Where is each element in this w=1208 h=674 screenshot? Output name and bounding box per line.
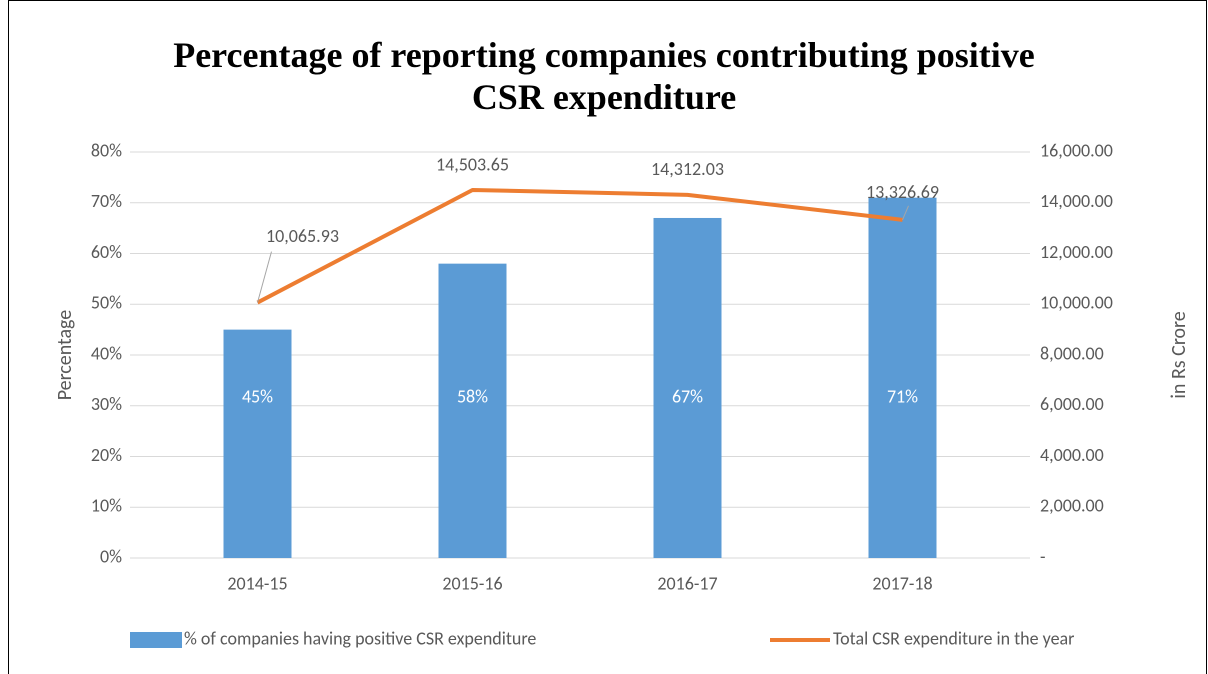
y-tick-label: 30% xyxy=(91,393,122,415)
y-tick-label: 70% xyxy=(91,190,122,212)
y2-axis-label: in Rs Crore xyxy=(1167,311,1191,398)
line-value-label: 13,326.69 xyxy=(866,181,939,203)
bar-value-label: 58% xyxy=(457,385,488,407)
chart-frame xyxy=(8,0,1207,674)
bar-value-label: 71% xyxy=(887,385,918,407)
y2-tick-label: - xyxy=(1040,545,1046,567)
y2-tick-label: 14,000.00 xyxy=(1040,190,1113,212)
x-tick-label: 2017-18 xyxy=(872,572,932,594)
leader-line xyxy=(257,251,272,303)
bar xyxy=(868,197,937,559)
legend-label: Total CSR expenditure in the year xyxy=(833,627,1074,649)
y2-tick-label: 6,000.00 xyxy=(1040,393,1104,415)
bar xyxy=(223,329,292,558)
line-value-label: 10,065.93 xyxy=(266,225,339,247)
y2-tick-label: 10,000.00 xyxy=(1040,292,1113,314)
y-tick-label: 50% xyxy=(91,292,122,314)
y-tick-label: 40% xyxy=(91,342,122,364)
legend-swatch xyxy=(130,632,182,648)
y2-tick-label: 12,000.00 xyxy=(1040,241,1113,263)
y-axis-label: Percentage xyxy=(53,310,77,401)
leader-line xyxy=(902,205,909,221)
chart-title: Percentage of reporting companies contri… xyxy=(173,35,1035,117)
y-tick-label: 20% xyxy=(91,444,122,466)
y2-tick-label: 2,000.00 xyxy=(1040,495,1104,517)
line-value-label: 14,312.03 xyxy=(651,158,724,180)
y2-tick-label: 16,000.00 xyxy=(1040,139,1113,161)
y2-tick-label: 4,000.00 xyxy=(1040,444,1104,466)
y-tick-label: 80% xyxy=(91,139,122,161)
bar-value-label: 67% xyxy=(672,385,703,407)
y-tick-label: 60% xyxy=(91,241,122,263)
x-tick-label: 2015-16 xyxy=(442,572,502,594)
x-tick-label: 2016-17 xyxy=(657,572,717,594)
bar xyxy=(438,263,507,558)
y2-tick-label: 8,000.00 xyxy=(1040,342,1104,364)
line-value-label: 14,503.65 xyxy=(436,153,509,175)
bar-value-label: 45% xyxy=(242,385,273,407)
line xyxy=(256,187,903,305)
y-tick-label: 0% xyxy=(100,545,122,567)
legend-label: % of companies having positive CSR expen… xyxy=(184,627,536,649)
bar xyxy=(653,217,722,558)
y-tick-label: 10% xyxy=(91,495,122,517)
x-tick-label: 2014-15 xyxy=(227,572,287,594)
